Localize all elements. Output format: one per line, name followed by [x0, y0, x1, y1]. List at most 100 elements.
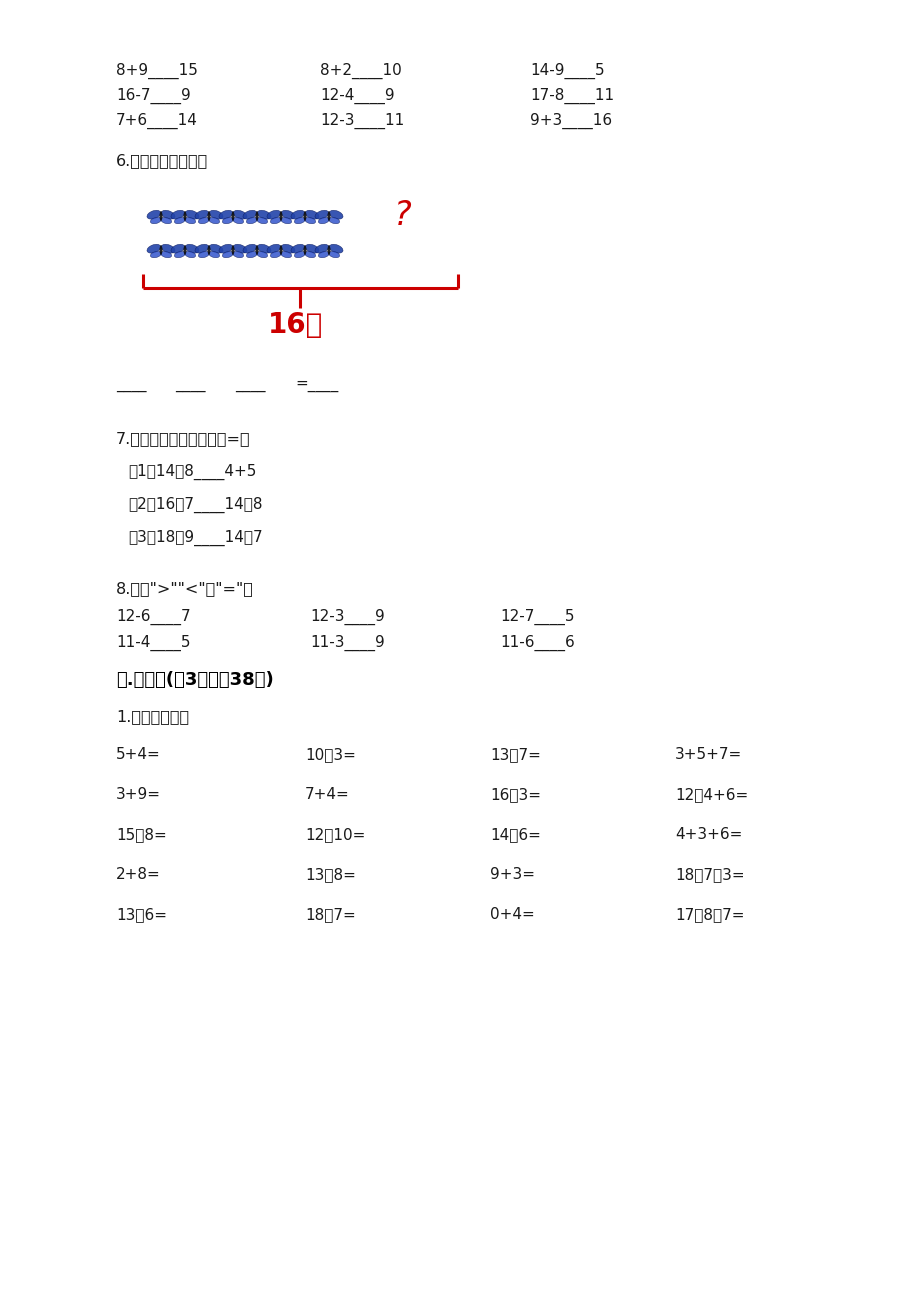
Ellipse shape [243, 245, 256, 253]
Text: 18－7－3=: 18－7－3= [675, 867, 743, 881]
Text: 0+4=: 0+4= [490, 907, 534, 922]
Text: 13－7=: 13－7= [490, 747, 540, 762]
Ellipse shape [209, 217, 220, 224]
Ellipse shape [185, 245, 199, 253]
Text: ?: ? [393, 199, 412, 232]
Text: 3+9=: 3+9= [116, 786, 161, 802]
Text: 12-3____9: 12-3____9 [310, 609, 384, 625]
Text: 17-8____11: 17-8____11 [529, 89, 614, 104]
Ellipse shape [294, 217, 305, 224]
Ellipse shape [328, 251, 339, 258]
Ellipse shape [281, 211, 295, 219]
Ellipse shape [171, 211, 185, 219]
Ellipse shape [267, 245, 280, 253]
Ellipse shape [255, 246, 258, 255]
Text: 16－3=: 16－3= [490, 786, 540, 802]
Ellipse shape [160, 246, 162, 255]
Text: 11-3____9: 11-3____9 [310, 635, 384, 651]
Ellipse shape [147, 245, 161, 253]
Ellipse shape [279, 246, 282, 255]
Text: 2+8=: 2+8= [116, 867, 161, 881]
Text: 15－8=: 15－8= [116, 827, 166, 842]
Ellipse shape [232, 246, 234, 255]
Ellipse shape [195, 245, 209, 253]
Ellipse shape [161, 251, 172, 258]
Ellipse shape [314, 211, 328, 219]
Text: 14－6=: 14－6= [490, 827, 540, 842]
Ellipse shape [209, 251, 220, 258]
Ellipse shape [314, 245, 328, 253]
Ellipse shape [147, 211, 161, 219]
Text: 8+2____10: 8+2____10 [320, 62, 402, 79]
Ellipse shape [185, 251, 196, 258]
Ellipse shape [161, 217, 172, 224]
Text: 13－8=: 13－8= [305, 867, 356, 881]
Text: 16-7____9: 16-7____9 [116, 89, 190, 104]
Ellipse shape [290, 245, 304, 253]
Ellipse shape [233, 251, 244, 258]
Ellipse shape [161, 245, 175, 253]
Ellipse shape [161, 211, 175, 219]
Text: （3）18－9____14－7: （3）18－9____14－7 [128, 530, 262, 547]
Text: 7.在横线上填上＞、＜或=。: 7.在横线上填上＞、＜或=。 [116, 431, 250, 447]
Text: 14-9____5: 14-9____5 [529, 62, 604, 79]
Ellipse shape [303, 246, 306, 255]
Ellipse shape [305, 245, 319, 253]
Text: 16个: 16个 [267, 311, 323, 339]
Ellipse shape [150, 251, 161, 258]
Text: 8.填上">""<"或"="。: 8.填上">""<"或"="。 [116, 581, 254, 596]
Ellipse shape [305, 211, 319, 219]
Ellipse shape [256, 251, 267, 258]
Ellipse shape [281, 245, 295, 253]
Ellipse shape [208, 211, 210, 220]
Ellipse shape [327, 246, 330, 255]
Text: 12－4+6=: 12－4+6= [675, 786, 747, 802]
Text: ____: ____ [234, 378, 266, 392]
Ellipse shape [199, 217, 209, 224]
Text: 11-4____5: 11-4____5 [116, 635, 190, 651]
Text: 11-6____6: 11-6____6 [499, 635, 574, 651]
Ellipse shape [208, 246, 210, 255]
Ellipse shape [304, 251, 315, 258]
Ellipse shape [195, 211, 209, 219]
Ellipse shape [243, 211, 256, 219]
Ellipse shape [185, 211, 199, 219]
Text: 13－6=: 13－6= [116, 907, 167, 922]
Ellipse shape [184, 211, 186, 220]
Ellipse shape [318, 251, 329, 258]
Ellipse shape [160, 211, 162, 220]
Ellipse shape [199, 251, 209, 258]
Ellipse shape [233, 211, 246, 219]
Ellipse shape [255, 211, 258, 220]
Text: 12-7____5: 12-7____5 [499, 609, 573, 625]
Ellipse shape [257, 245, 271, 253]
Text: 1.直接写得数。: 1.直接写得数。 [116, 710, 189, 724]
Text: 3+5+7=: 3+5+7= [675, 747, 742, 762]
Text: 12-3____11: 12-3____11 [320, 113, 403, 129]
Text: 9+3=: 9+3= [490, 867, 535, 881]
Text: ____: ____ [175, 378, 205, 392]
Text: 6.看一看，填一填。: 6.看一看，填一填。 [116, 154, 208, 168]
Ellipse shape [175, 217, 185, 224]
Ellipse shape [328, 217, 339, 224]
Ellipse shape [175, 251, 185, 258]
Ellipse shape [267, 211, 280, 219]
Text: 7+4=: 7+4= [305, 786, 349, 802]
Text: 10－3=: 10－3= [305, 747, 356, 762]
Ellipse shape [185, 217, 196, 224]
Ellipse shape [329, 211, 343, 219]
Ellipse shape [233, 217, 244, 224]
Text: 12-6____7: 12-6____7 [116, 609, 190, 625]
Ellipse shape [280, 251, 291, 258]
Ellipse shape [184, 246, 186, 255]
Ellipse shape [280, 217, 291, 224]
Ellipse shape [270, 217, 281, 224]
Ellipse shape [303, 211, 306, 220]
Text: ____: ____ [116, 378, 146, 392]
Ellipse shape [257, 211, 271, 219]
Ellipse shape [256, 217, 267, 224]
Ellipse shape [219, 245, 233, 253]
Ellipse shape [222, 217, 233, 224]
Ellipse shape [304, 217, 315, 224]
Text: 7+6____14: 7+6____14 [116, 113, 198, 129]
